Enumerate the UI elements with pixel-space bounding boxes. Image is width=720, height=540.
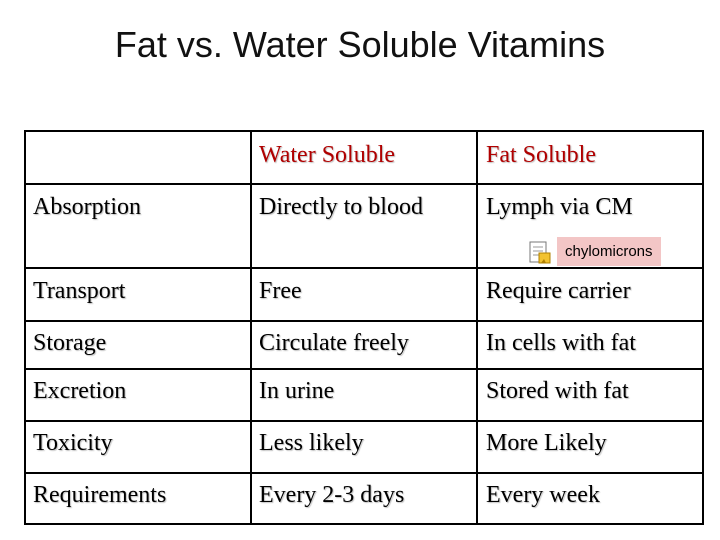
excretion-water-cell: In urine <box>259 378 335 404</box>
table-row-divider <box>24 267 704 269</box>
header-water-soluble: Water Soluble <box>259 142 396 168</box>
absorption-water-cell: Directly to blood <box>259 194 423 220</box>
row-label-excretion: Excretion <box>33 378 127 404</box>
header-fat-soluble: Fat Soluble <box>486 142 597 168</box>
table-column-divider <box>250 130 252 525</box>
table-row-divider <box>24 320 704 322</box>
comment-note-icon[interactable] <box>529 240 551 264</box>
comparison-table <box>24 130 704 525</box>
row-label-storage: Storage <box>33 330 107 356</box>
row-label-absorption: Absorption <box>33 194 141 220</box>
table-row-divider <box>24 472 704 474</box>
toxicity-fat-cell: More Likely <box>486 430 607 456</box>
storage-fat-cell: In cells with fat <box>486 330 636 356</box>
table-row-divider <box>24 420 704 422</box>
table-row-divider <box>24 368 704 370</box>
toxicity-water-cell: Less likely <box>259 430 364 456</box>
row-label-requirements: Requirements <box>33 482 167 508</box>
storage-water-cell: Circulate freely <box>259 330 409 356</box>
transport-water-cell: Free <box>259 278 302 304</box>
table-row-divider <box>24 183 704 185</box>
comment-annotation[interactable]: chylomicrons <box>529 237 661 266</box>
comment-text: chylomicrons <box>557 237 661 266</box>
table-column-divider <box>476 130 478 525</box>
transport-fat-cell: Require carrier <box>486 278 631 304</box>
requirements-fat-cell: Every week <box>486 482 600 508</box>
row-label-toxicity: Toxicity <box>33 430 113 456</box>
excretion-fat-cell: Stored with fat <box>486 378 629 404</box>
absorption-fat-cell: Lymph via CM <box>486 194 633 220</box>
requirements-water-cell: Every 2-3 days <box>259 482 405 508</box>
row-label-transport: Transport <box>33 278 126 304</box>
slide-title: Fat vs. Water Soluble Vitamins <box>114 24 606 65</box>
